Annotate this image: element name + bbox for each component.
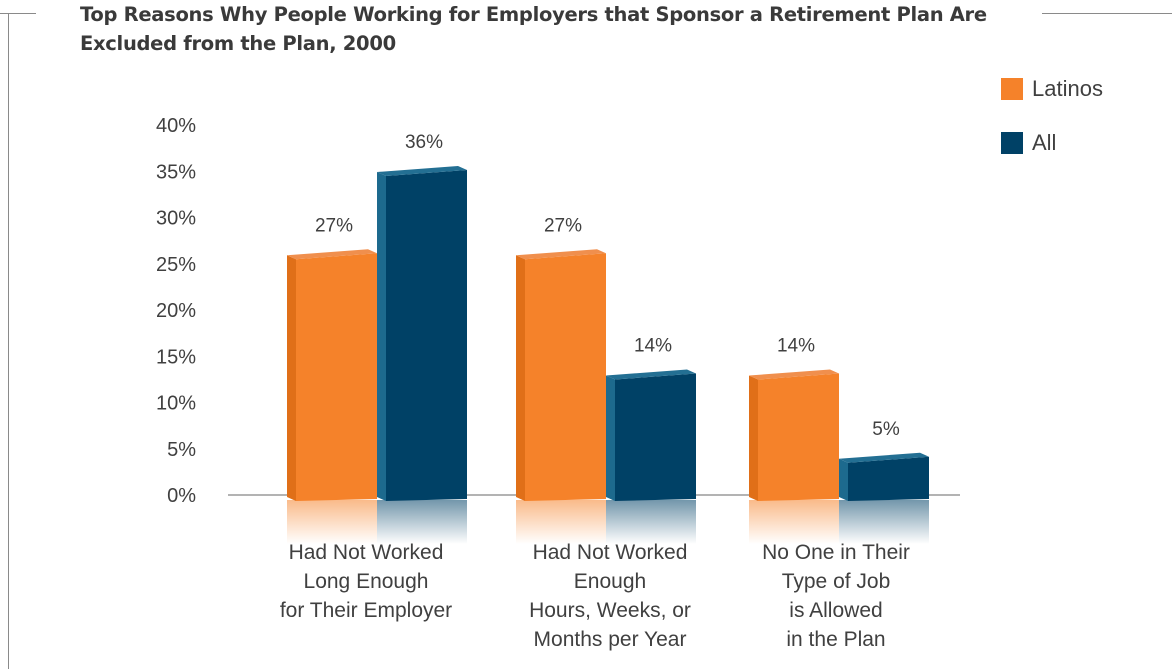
x-category-label-line: Enough — [574, 570, 646, 593]
x-category-label-line: Long Enough — [304, 570, 429, 593]
x-category-label-line: Had Not Worked — [289, 541, 444, 564]
x-category-label: Had Not Worked Enough Hours, Weeks, or Mont… — [529, 541, 691, 651]
bar-side-face — [516, 255, 525, 501]
data-label-latinos: 27% — [544, 215, 582, 236]
legend-label-latinos: Latinos — [1032, 76, 1103, 101]
bar-top-face — [839, 452, 929, 463]
y-axis: 0% 5% 10% 15% 20% 25% 30% 35% 40% — [156, 115, 196, 507]
bar-front-face — [848, 456, 929, 501]
bar-all — [606, 369, 696, 501]
x-category-label: Had Not Worked Long Enough for Their Emplo… — [280, 541, 452, 622]
data-label-all: 14% — [634, 336, 672, 357]
bar-reflection — [839, 500, 929, 544]
x-category-label-line: No One in Their — [762, 541, 910, 564]
bar-side-face — [606, 375, 615, 501]
bar-latinos — [749, 369, 839, 501]
bar-front-face — [296, 253, 377, 501]
chart-legend: Latinos All — [1001, 74, 1103, 182]
bar-front-face — [758, 373, 839, 501]
bar-reflection — [516, 500, 606, 544]
bar-reflection — [749, 500, 839, 544]
bar-all — [377, 166, 467, 501]
bar-front-face — [525, 253, 606, 501]
data-label-all: 5% — [872, 419, 900, 440]
bar-top-face — [287, 249, 377, 260]
legend-label-all: All — [1032, 130, 1057, 155]
x-category-label-line: Had Not Worked — [533, 541, 688, 564]
bar-top-face — [749, 369, 839, 380]
frame-top-right-line — [1042, 13, 1172, 14]
chart-title-line-1: Top Reasons Why People Working for Emplo… — [80, 3, 987, 26]
y-tick-label: 20% — [156, 300, 196, 322]
data-label-all: 36% — [405, 132, 443, 153]
legend-swatch-latinos — [1001, 78, 1023, 100]
bar-latinos — [287, 249, 377, 501]
y-tick-label: 30% — [156, 208, 196, 230]
bar-front-face — [615, 373, 696, 501]
x-category-label-line: is Allowed — [789, 599, 882, 622]
bar-front-face — [386, 170, 467, 501]
bar-side-face — [377, 172, 386, 501]
frame-left-line — [8, 13, 9, 669]
x-category-label-line: for Their Employer — [280, 599, 452, 622]
x-category-label-line: in the Plan — [786, 628, 885, 651]
bar-latinos — [516, 249, 606, 501]
data-label-latinos: 14% — [777, 336, 815, 357]
x-category-label-line: Type of Job — [782, 570, 891, 593]
bar-top-face — [516, 249, 606, 260]
x-axis-labels: Had Not Worked Long Enough for Their Emplo… — [280, 541, 910, 651]
legend-item-latinos: Latinos — [1001, 74, 1103, 104]
x-category-label-line: Months per Year — [534, 628, 687, 651]
x-category-label-line: Hours, Weeks, or — [529, 599, 691, 622]
bar-side-face — [839, 458, 848, 501]
y-tick-label: 35% — [156, 161, 196, 183]
bar-reflections — [287, 500, 929, 544]
y-tick-label: 25% — [156, 254, 196, 276]
y-tick-label: 5% — [167, 439, 196, 461]
y-tick-label: 40% — [156, 115, 196, 137]
bar-reflection — [606, 500, 696, 544]
bar-reflection — [287, 500, 377, 544]
legend-item-all: All — [1001, 128, 1103, 158]
legend-swatch-all — [1001, 132, 1023, 154]
bar-side-face — [287, 255, 296, 501]
chart-title-line-2: Excluded from the Plan, 2000 — [80, 32, 396, 55]
y-tick-label: 0% — [167, 485, 196, 507]
bar-reflection — [377, 500, 467, 544]
bar-top-face — [606, 369, 696, 380]
y-tick-label: 15% — [156, 346, 196, 368]
data-label-latinos: 27% — [315, 215, 353, 236]
bars: 27% 27% 14% 36% 14% 5% — [287, 132, 929, 501]
x-category-label: No One in Their Type of Job is Allowed in t… — [762, 541, 910, 651]
bar-all — [839, 452, 929, 501]
bar-top-face — [377, 166, 467, 176]
bar-side-face — [749, 375, 758, 501]
y-tick-label: 10% — [156, 393, 196, 415]
frame-top-left-line — [0, 13, 36, 14]
chart-title: Top Reasons Why People Working for Emplo… — [80, 0, 1040, 58]
